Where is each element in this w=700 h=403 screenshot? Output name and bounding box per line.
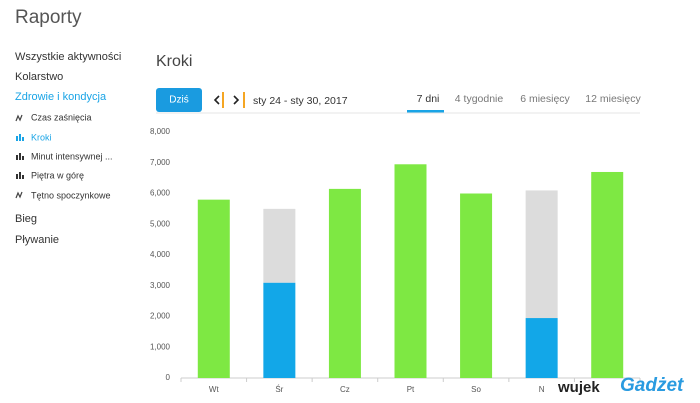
date-range: sty 24 - sty 30, 2017: [253, 95, 348, 107]
x-tick-label: Wt: [209, 385, 220, 394]
x-tick-label: N: [539, 385, 545, 394]
watermark: wujek: [557, 379, 600, 396]
icons: [15, 114, 23, 199]
x-tick-label: Śr: [275, 385, 283, 394]
bar: [591, 171, 624, 378]
y-tick-label: 2,000: [150, 312, 171, 321]
bar: [328, 188, 361, 378]
y-tick-label: 8,000: [150, 127, 171, 136]
nav-subitem[interactable]: Kroki: [31, 132, 52, 142]
chart-title: Kroki: [156, 53, 192, 70]
bar: [525, 318, 558, 378]
nav-item[interactable]: Bieg: [15, 213, 37, 225]
y-tick-label: 7,000: [150, 158, 171, 167]
bar: [460, 193, 493, 378]
nav-subitem[interactable]: Piętra w górę: [31, 170, 84, 180]
nav-item[interactable]: Pływanie: [15, 234, 59, 246]
y-tick-label: 0: [166, 373, 171, 382]
icons: [16, 134, 24, 179]
nav-item[interactable]: Zdrowie i kondycja: [15, 91, 107, 103]
y-tick-label: 4,000: [150, 250, 171, 259]
tab[interactable]: 6 miesięcy: [520, 93, 570, 105]
nav-item[interactable]: Kolarstwo: [15, 71, 63, 83]
tab[interactable]: 7 dni: [417, 93, 440, 105]
bar: [197, 199, 230, 378]
nav-item[interactable]: Wszystkie aktywności: [15, 51, 121, 63]
x-tick-label: So: [471, 385, 481, 394]
nav-subitem[interactable]: Tętno spoczynkowe: [31, 190, 111, 200]
page-title: Raporty: [15, 7, 82, 28]
active-tab-underline: [407, 110, 444, 113]
x-tick-label: Cz: [340, 385, 350, 394]
nav-arrows[interactable]: [213, 92, 245, 108]
today-button[interactable]: [156, 88, 202, 112]
tab[interactable]: 12 miesięcy: [585, 93, 641, 105]
y-tick-label: 1,000: [150, 342, 171, 351]
tab[interactable]: 4 tygodnie: [455, 93, 504, 105]
bar: [394, 164, 427, 378]
bar: [525, 190, 558, 319]
x-tick-label: Pt: [407, 385, 415, 394]
bar: [263, 282, 296, 378]
plot: 0 1,000 2,000 3,000 4,000 5,000 6,000 7,000 8,00…: [150, 127, 641, 394]
y-tick-label: 3,000: [150, 281, 171, 290]
y-tick-label: 5,000: [150, 219, 171, 228]
watermark: Gadżet: [620, 375, 684, 396]
y-tick-label: 6,000: [150, 189, 171, 198]
bar: [263, 208, 296, 283]
nav-subitem[interactable]: Minut intensywnej ...: [31, 151, 113, 161]
nav-subitem[interactable]: Czas zaśnięcia: [31, 112, 92, 122]
today-label[interactable]: Dziś: [169, 95, 188, 106]
